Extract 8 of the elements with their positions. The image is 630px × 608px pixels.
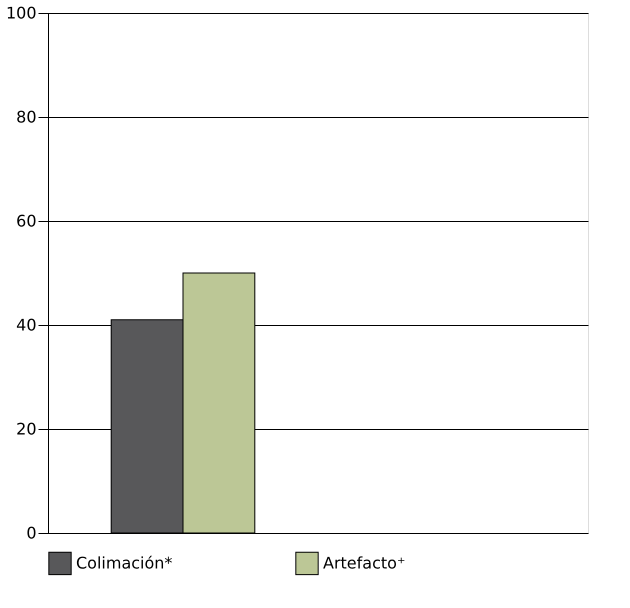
y-tick-label: 80 [16, 108, 36, 126]
legend-label: Colimación* [76, 553, 172, 572]
y-tick-label: 0 [26, 524, 36, 542]
y-tick-label: 100 [6, 4, 36, 22]
y-tick-label: 60 [16, 212, 36, 230]
y-tick-label: 20 [16, 420, 36, 438]
legend-label: Artefacto⁺ [323, 553, 406, 572]
y-tick-label: 40 [16, 316, 36, 334]
